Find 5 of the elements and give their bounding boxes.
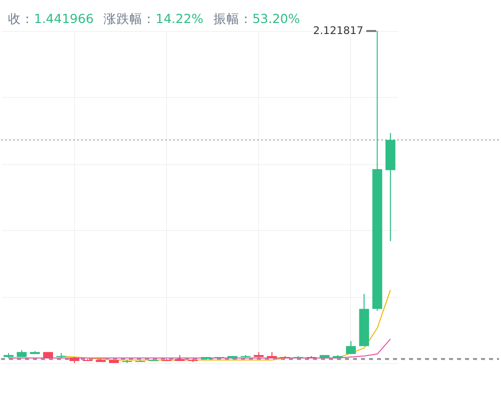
text: 振幅：53.20% bbox=[213, 11, 300, 26]
annotation: 2.121817 bbox=[313, 25, 364, 37]
text: 收：1.441966 bbox=[8, 11, 94, 26]
candlestick bbox=[346, 340, 356, 355]
text: 涨跌幅：14.22% bbox=[104, 11, 204, 26]
